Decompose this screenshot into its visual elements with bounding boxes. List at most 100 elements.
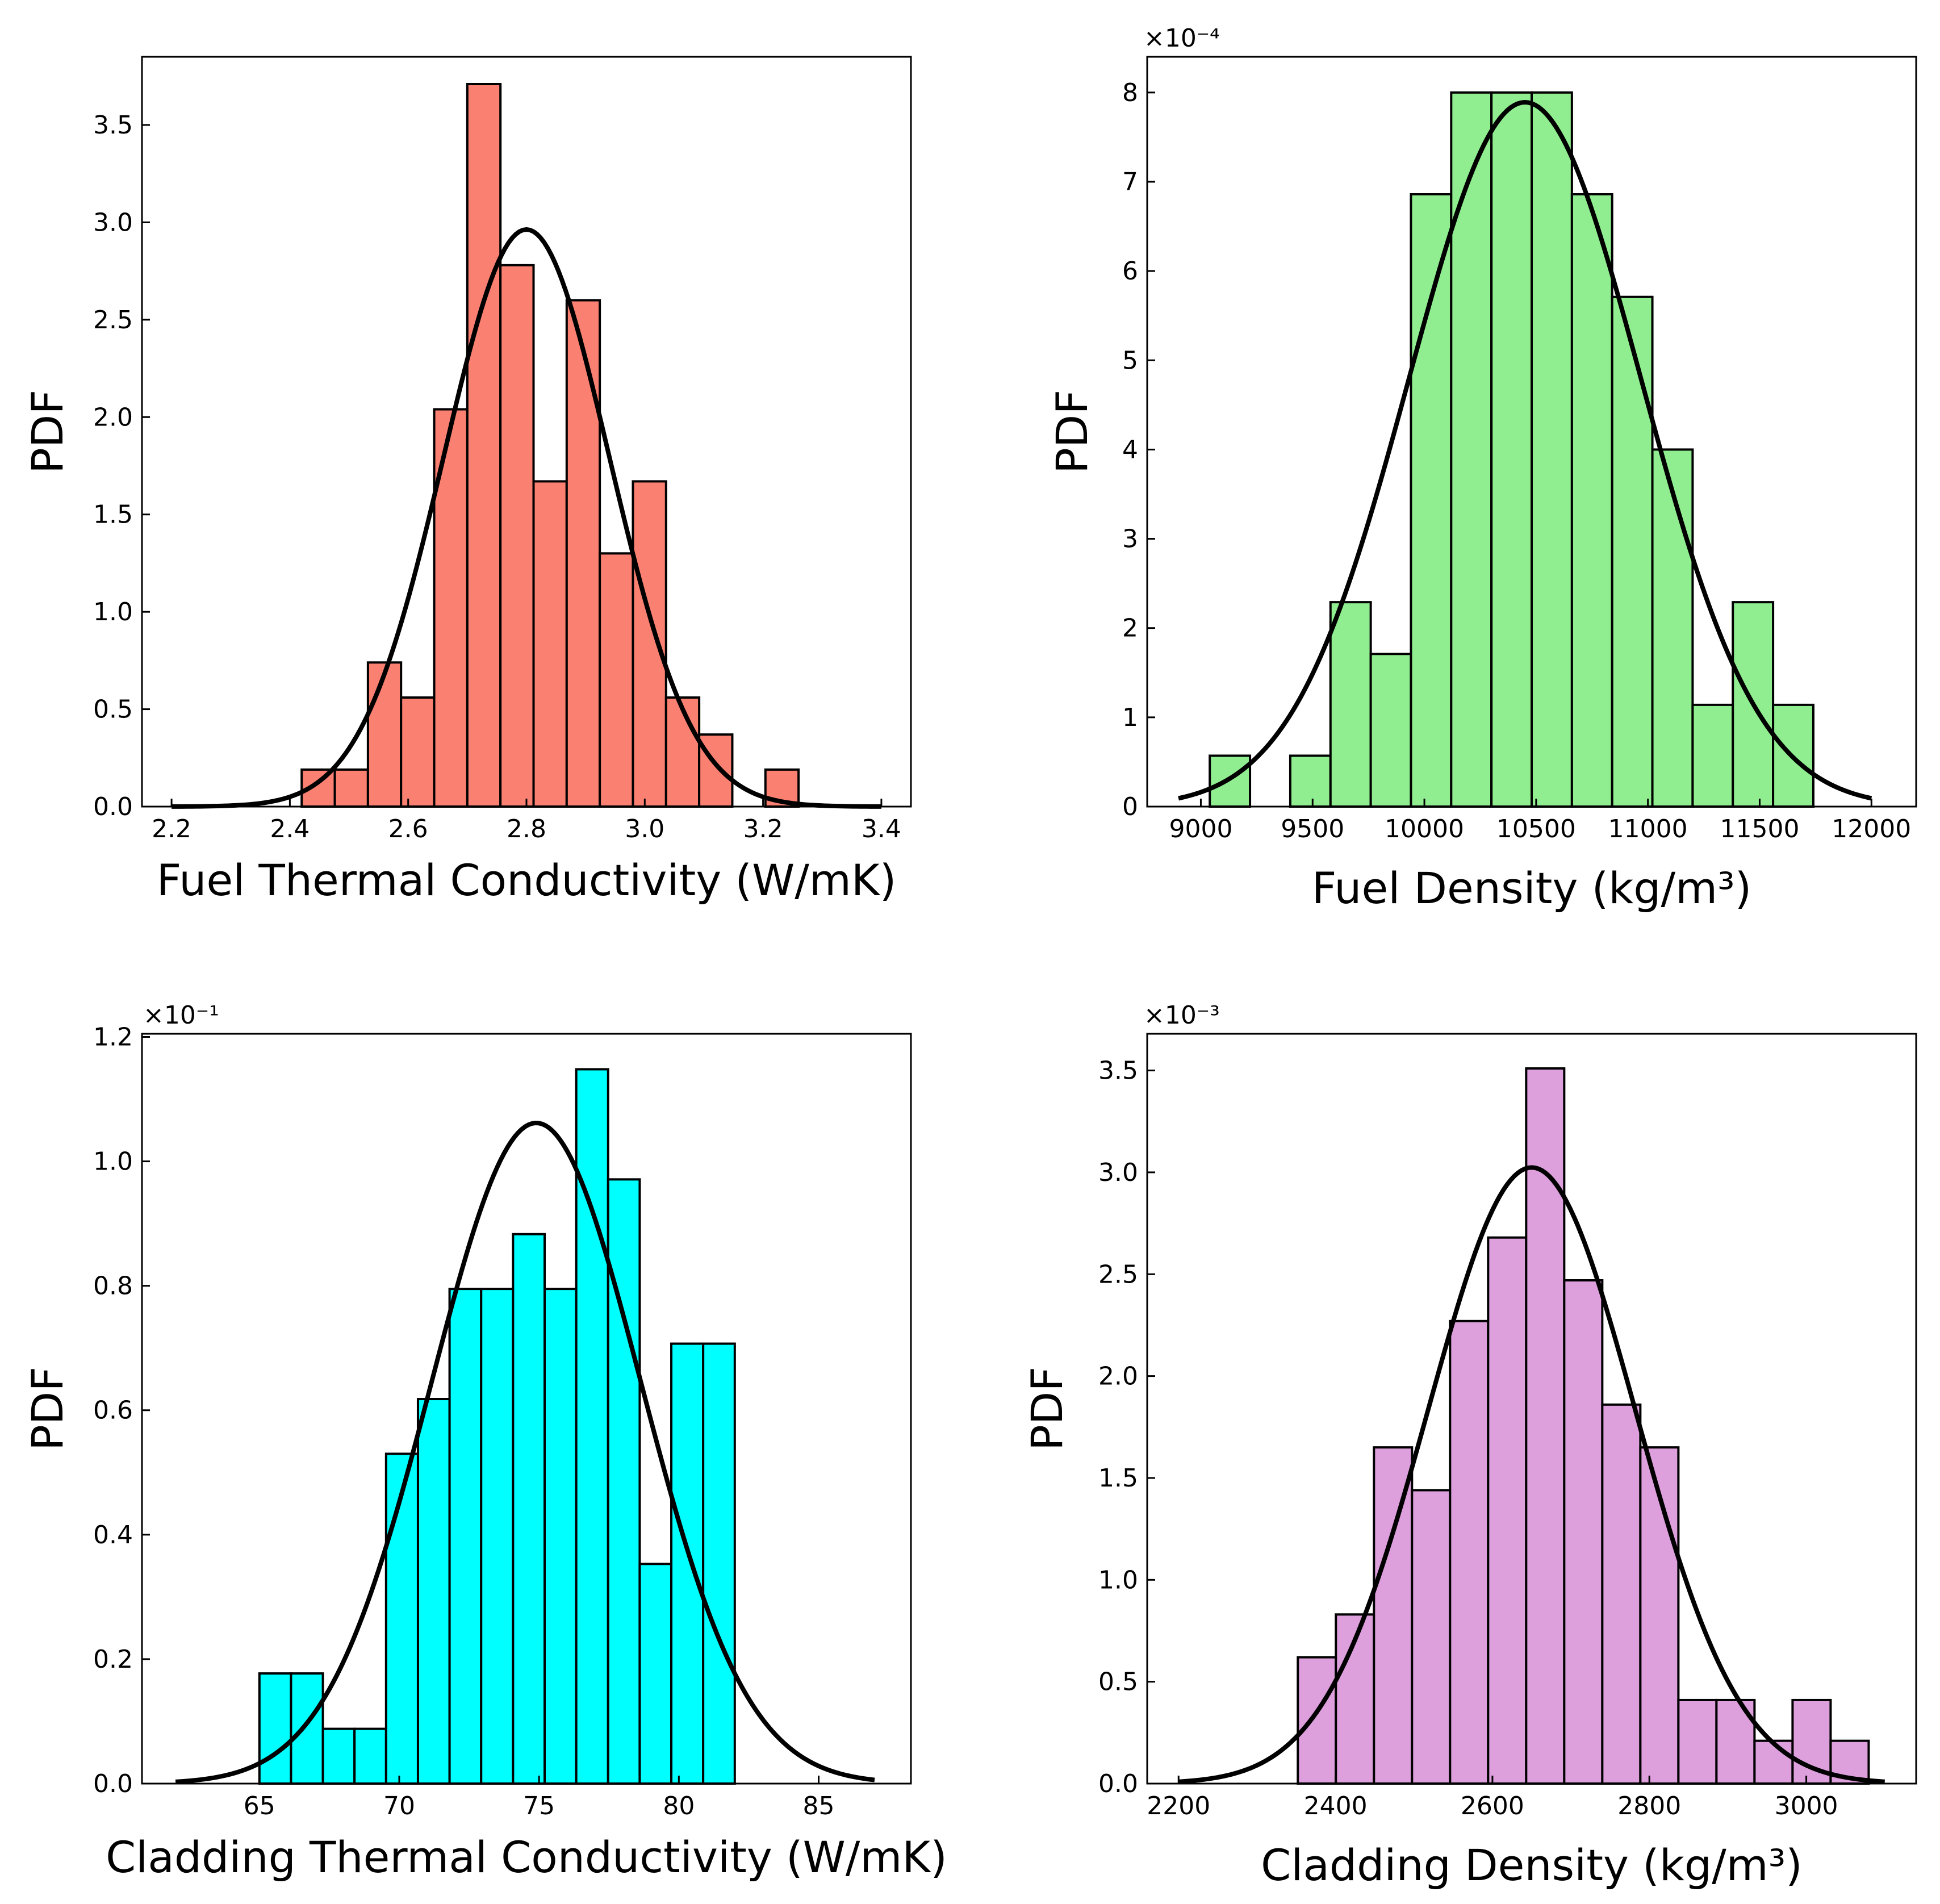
histogram-bar bbox=[670, 1342, 705, 1785]
x-tick-label: 2.8 bbox=[507, 815, 546, 844]
histogram-bar bbox=[1570, 193, 1613, 808]
y-tick-label: 1.5 bbox=[1098, 1464, 1138, 1493]
cladding-density-panel: 2200 2400 2600 2800 3000 0.0 0.5 1.0 1.5 2.0 2.5 3… bbox=[1022, 1001, 1917, 1890]
histogram-bar bbox=[290, 1672, 324, 1785]
y-axis-label: PDF bbox=[1047, 390, 1097, 474]
histogram-bar bbox=[480, 1288, 515, 1785]
histogram-bars bbox=[300, 83, 800, 808]
y-tick-label: 0.6 bbox=[93, 1396, 133, 1425]
histogram-bar bbox=[400, 696, 436, 808]
histogram-bar bbox=[638, 1563, 673, 1785]
y-tick-label: 3 bbox=[1122, 525, 1138, 554]
x-axis-label: Cladding Density (kg/m³) bbox=[1261, 1840, 1803, 1890]
x-tick-label: 11500 bbox=[1720, 815, 1799, 844]
x-tick-label: 3.4 bbox=[862, 815, 901, 844]
histogram-bar bbox=[543, 1288, 578, 1785]
x-tick-label: 65 bbox=[244, 1792, 275, 1821]
histogram-bar bbox=[321, 1727, 356, 1785]
y-tick-label: 2.0 bbox=[93, 403, 133, 432]
y-tick-label: 8 bbox=[1122, 78, 1138, 107]
fuel-density-panel: 9000 9500 10000 10500 11000 11500 12000 0 1 2 3 4 5… bbox=[1047, 24, 1917, 913]
histogram-bar bbox=[466, 83, 502, 808]
y-tick-label: 0.2 bbox=[93, 1645, 133, 1674]
y-axis-label: PDF bbox=[22, 1367, 73, 1451]
y-tick-label: 5 bbox=[1122, 346, 1138, 375]
histogram-bar bbox=[1531, 91, 1573, 808]
x-axis-ticks: 2.2 2.4 2.6 2.8 3.0 3.2 3.4 bbox=[152, 799, 901, 844]
cladding-thermal-conductivity-panel: 65 70 75 80 85 0.0 0.2 0.4 0.6 0.8 1.0 1.2 Claddin… bbox=[22, 1001, 947, 1882]
histogram-bar bbox=[1753, 1739, 1794, 1785]
histogram-bar bbox=[532, 480, 568, 808]
scale-label: ×10⁻⁴ bbox=[1144, 24, 1220, 53]
x-axis-ticks: 65 70 75 80 85 bbox=[244, 1776, 835, 1821]
scale-label: ×10⁻¹ bbox=[143, 1001, 219, 1030]
x-tick-label: 2600 bbox=[1461, 1792, 1524, 1821]
histogram-bar bbox=[448, 1288, 483, 1785]
x-tick-label: 70 bbox=[383, 1792, 415, 1821]
x-tick-label: 2200 bbox=[1147, 1792, 1210, 1821]
x-tick-label: 12000 bbox=[1832, 815, 1911, 844]
histogram-bar bbox=[599, 552, 634, 808]
x-tick-label: 9500 bbox=[1281, 815, 1344, 844]
histogram-bar bbox=[664, 696, 701, 808]
histogram-bar bbox=[1369, 653, 1412, 808]
x-tick-label: 9000 bbox=[1169, 815, 1232, 844]
histogram-bar bbox=[353, 1727, 387, 1785]
y-tick-label: 2.5 bbox=[93, 306, 133, 335]
y-tick-label: 0.4 bbox=[93, 1521, 133, 1550]
normal-fit-curve bbox=[1178, 100, 1872, 801]
y-tick-label: 1 bbox=[1122, 703, 1138, 732]
x-tick-label: 10000 bbox=[1385, 815, 1464, 844]
y-tick-label: 0.5 bbox=[93, 695, 133, 724]
histogram-bar bbox=[702, 1342, 736, 1785]
y-axis-label: PDF bbox=[22, 390, 73, 474]
histogram-bar bbox=[1373, 1446, 1414, 1785]
histogram-bar bbox=[1525, 1067, 1566, 1785]
histogram-bar bbox=[258, 1672, 292, 1785]
y-tick-label: 0.0 bbox=[93, 792, 133, 821]
y-tick-label: 2 bbox=[1122, 614, 1138, 643]
y-tick-label: 0.8 bbox=[93, 1272, 133, 1301]
histogram-bar bbox=[1289, 754, 1332, 808]
histogram-bar bbox=[333, 768, 369, 808]
histogram-bar bbox=[1691, 703, 1734, 808]
x-tick-label: 2800 bbox=[1617, 1792, 1681, 1821]
fuel-thermal-conductivity-panel: 2.2 2.4 2.6 2.8 3.0 3.2 3.4 0.0 0.5 1.0 1.5 2.0 2.5… bbox=[22, 56, 912, 905]
histogram-bar bbox=[1677, 1698, 1718, 1785]
histogram-bar bbox=[1611, 295, 1654, 808]
y-axis-ticks: 0.0 0.2 0.4 0.6 0.8 1.0 1.2 bbox=[93, 1022, 150, 1798]
y-tick-label: 4 bbox=[1122, 435, 1138, 464]
histogram-bar bbox=[1411, 1489, 1452, 1785]
y-tick-label: 1.0 bbox=[1098, 1565, 1138, 1594]
x-tick-label: 2.4 bbox=[270, 815, 310, 844]
x-tick-label: 85 bbox=[803, 1792, 835, 1821]
histogram-bar bbox=[1450, 91, 1493, 808]
y-tick-label: 0 bbox=[1122, 792, 1138, 821]
histogram-bar bbox=[1651, 448, 1694, 808]
histogram-bar bbox=[575, 1068, 609, 1785]
histogram-bar bbox=[1297, 1656, 1337, 1785]
histogram-bar bbox=[1209, 754, 1252, 808]
x-tick-label: 2.6 bbox=[388, 815, 428, 844]
x-tick-label: 75 bbox=[523, 1792, 555, 1821]
x-tick-label: 3.2 bbox=[743, 815, 783, 844]
y-tick-label: 1.0 bbox=[93, 1147, 133, 1176]
histogram-bar bbox=[512, 1233, 546, 1785]
y-tick-label: 1.2 bbox=[93, 1022, 133, 1051]
y-tick-label: 0.5 bbox=[1098, 1668, 1138, 1697]
y-tick-label: 1.5 bbox=[93, 500, 133, 529]
y-axis-ticks: 0.0 0.5 1.0 1.5 2.0 2.5 3.0 3.5 bbox=[93, 111, 150, 821]
y-axis-ticks: 0.0 0.5 1.0 1.5 2.0 2.5 3.0 3.5 bbox=[1098, 1057, 1155, 1798]
scale-label: ×10⁻³ bbox=[1144, 1001, 1220, 1030]
y-axis-label: PDF bbox=[1022, 1367, 1072, 1451]
y-tick-label: 2.0 bbox=[1098, 1362, 1138, 1391]
histogram-bar bbox=[1487, 1236, 1528, 1785]
y-tick-label: 3.0 bbox=[1098, 1158, 1138, 1187]
y-tick-label: 0.0 bbox=[93, 1769, 133, 1798]
histogram-bar bbox=[1329, 601, 1372, 808]
x-tick-label: 11000 bbox=[1608, 815, 1688, 844]
histogram-bar bbox=[1410, 193, 1453, 808]
y-tick-label: 6 bbox=[1122, 257, 1138, 286]
x-axis-label: Fuel Density (kg/m³) bbox=[1312, 863, 1752, 913]
